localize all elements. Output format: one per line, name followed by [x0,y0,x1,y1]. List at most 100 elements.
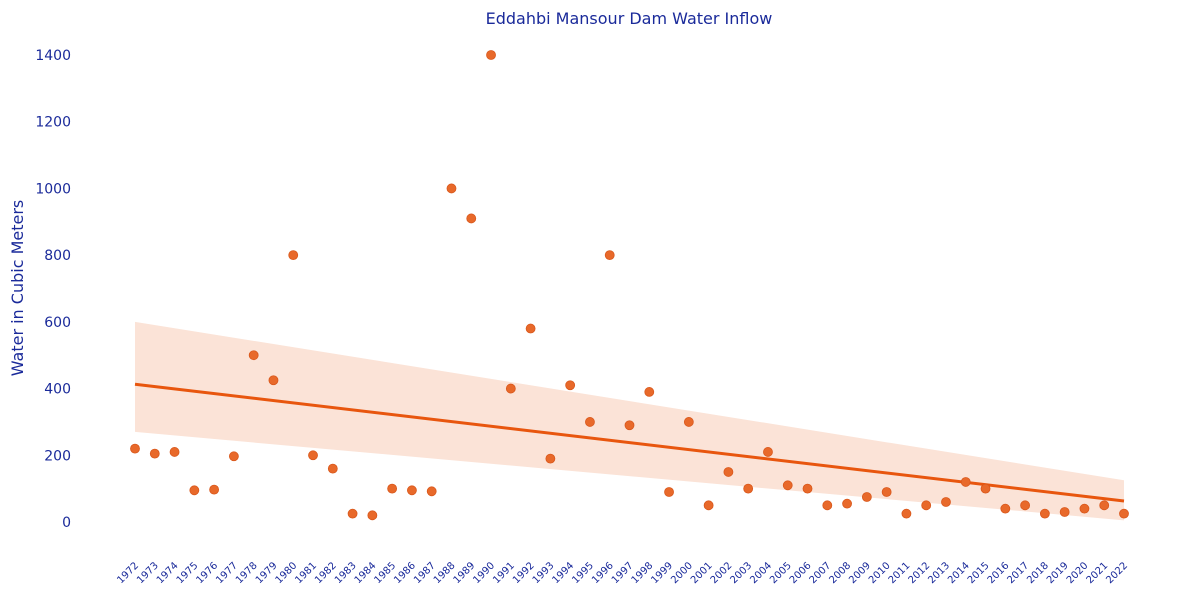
x-tick-label: 2021 [1085,560,1111,586]
data-point-1996 [604,250,615,261]
y-axis-label: Water in Cubic Meters [8,200,27,377]
y-tick-label: 600 [44,315,71,331]
data-point-2021 [1099,500,1110,511]
data-point-1981 [308,450,318,461]
x-tick-label: 1975 [175,560,201,586]
x-tick-label: 2016 [986,560,1012,586]
data-point-1977 [228,451,239,462]
x-tick-label: 1999 [649,560,675,586]
x-tick-label: 1974 [155,560,181,586]
data-point-1979 [268,375,279,386]
data-point-1974 [169,447,180,457]
trend-line-layer [134,382,1125,503]
x-tick-label: 2017 [1005,560,1031,586]
x-tick-label: 2000 [669,560,695,586]
data-point-1984 [367,510,378,521]
x-tick-label: 1997 [610,560,636,586]
data-point-1983 [347,508,358,519]
data-point-1988 [446,183,457,194]
y-tick-label: 0 [62,515,71,531]
x-tick-label: 2013 [926,560,952,586]
x-tick-label: 1990 [471,560,497,586]
x-tick-label: 1995 [570,560,596,586]
y-tick-label: 200 [44,448,71,464]
x-tick-label: 1977 [214,560,240,586]
data-point-2014 [960,477,971,487]
data-point-2012 [921,500,932,511]
x-tick-label: 1983 [333,560,359,586]
data-point-1972 [130,443,140,454]
x-tick-label: 1986 [392,560,418,586]
data-point-2022 [1119,508,1129,519]
x-tick-label: 2014 [946,560,972,586]
x-tick-label: 2012 [907,560,933,586]
x-tick-label: 2020 [1065,560,1091,586]
data-point-2002 [723,467,734,477]
data-point-2010 [881,487,892,497]
x-tick-label: 1991 [491,560,517,586]
x-tick-label: 1985 [372,560,398,586]
x-tick-label: 2007 [808,560,834,586]
data-point-1975 [189,485,200,496]
data-point-2011 [901,508,912,519]
y-tick-label: 1200 [35,115,71,131]
x-tick-label: 1993 [531,560,557,586]
data-point-1995 [585,417,595,427]
data-point-1989 [466,213,477,224]
data-point-1978 [248,350,259,361]
x-tick-label: 2003 [729,560,755,586]
data-point-2007 [822,500,833,511]
data-point-2009 [861,492,872,502]
data-point-1973 [149,448,160,459]
x-tick-label: 1972 [115,560,141,586]
data-point-2001 [703,500,714,511]
x-tick-label: 2005 [768,560,794,586]
x-tick-label: 2002 [709,560,735,586]
x-tick-label: 1988 [432,560,458,586]
y-tick-label: 1400 [35,48,71,64]
data-point-1992 [525,323,536,334]
x-tick-label: 1987 [412,560,438,586]
data-point-1985 [387,483,398,494]
data-point-2005 [782,480,793,491]
x-tick-label: 1981 [293,560,319,586]
data-point-1980 [288,250,299,261]
data-point-1998 [644,387,655,397]
x-tick-label: 2010 [867,560,893,586]
regression-line [134,382,1125,503]
x-tick-label: 1989 [452,560,478,586]
data-points-layer [130,50,1129,521]
x-tick-label: 1982 [313,560,339,586]
x-tick-label: 1976 [194,560,220,586]
data-point-1990 [486,50,496,60]
data-point-1987 [426,486,437,497]
y-tick-label: 800 [44,248,71,264]
x-tick-label: 2004 [748,560,774,586]
x-tick-label: 2015 [966,560,992,586]
x-tick-label: 2006 [788,560,814,586]
data-point-2020 [1079,503,1090,514]
y-tick-label: 400 [44,382,71,398]
data-point-1993 [545,453,556,464]
chart-title: Eddahbi Mansour Dam Water Inflow [486,9,773,28]
data-point-1994 [565,380,576,391]
x-tick-label: 1980 [274,560,300,586]
data-point-2004 [763,447,773,457]
x-tick-label: 2018 [1025,560,1051,586]
x-tick-labels: 1972197319741975197619771978197919801981… [115,560,1130,586]
data-point-2017 [1020,500,1030,511]
x-tick-label: 1994 [551,560,577,586]
x-tick-label: 2008 [827,560,853,586]
x-tick-label: 1979 [254,560,280,586]
x-tick-label: 2022 [1104,560,1130,586]
x-tick-label: 1984 [353,560,379,586]
data-point-2006 [802,483,813,494]
x-tick-label: 2019 [1045,560,1071,586]
data-point-2003 [743,483,754,494]
x-tick-label: 1992 [511,560,537,586]
data-point-1999 [664,487,674,497]
y-tick-label: 1000 [35,181,71,197]
data-point-2015 [980,483,991,494]
x-tick-label: 2001 [689,560,715,586]
